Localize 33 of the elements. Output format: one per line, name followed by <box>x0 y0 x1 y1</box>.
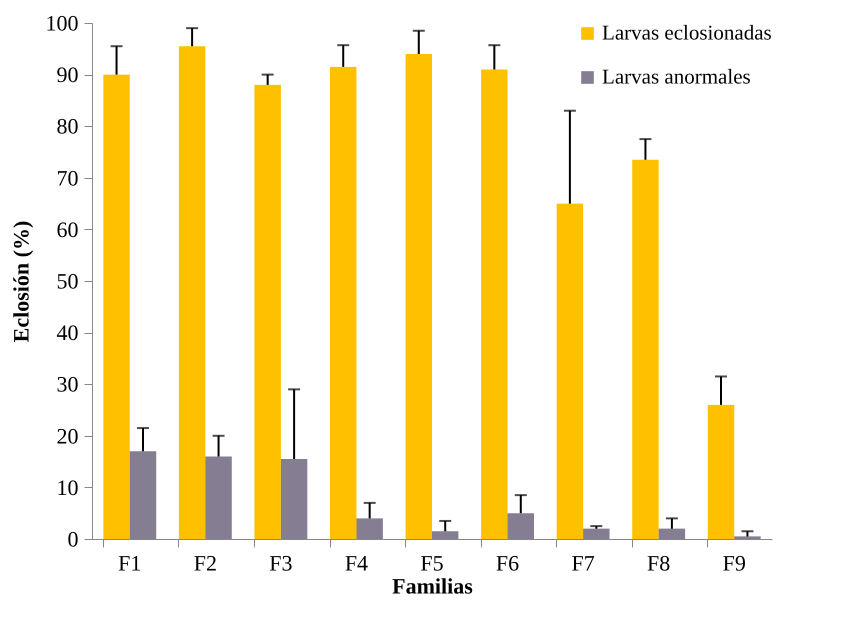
x-tick-label: F5 <box>420 550 444 576</box>
x-tick-label: F3 <box>269 550 293 576</box>
bar <box>103 74 130 539</box>
bar <box>632 160 659 539</box>
bar <box>406 54 432 539</box>
x-tick-label: F1 <box>118 550 142 576</box>
y-tick-label: 100 <box>46 10 78 36</box>
bar <box>178 46 206 539</box>
x-tick-label: F6 <box>496 550 520 576</box>
legend-label: Larvas eclosionadas <box>602 20 772 44</box>
y-tick-label: 70 <box>56 165 78 190</box>
legend-label: Larvas anormales <box>602 64 751 88</box>
y-tick-label: 50 <box>56 268 78 294</box>
bar <box>330 66 356 539</box>
y-tick-label: 20 <box>56 423 78 448</box>
x-tick-label: F8 <box>647 550 670 576</box>
bar <box>708 404 734 539</box>
x-tick-label: F2 <box>194 550 217 576</box>
y-tick-label: 40 <box>56 320 78 346</box>
y-tick-label: 90 <box>56 62 78 88</box>
bar <box>481 69 508 539</box>
x-tick-label: F4 <box>344 550 368 576</box>
y-tick-label: 10 <box>56 474 78 500</box>
y-tick-label: 80 <box>56 114 78 139</box>
y-tick-label: 60 <box>56 216 78 242</box>
x-axis-title: Familias <box>392 574 474 598</box>
bar <box>556 204 584 539</box>
bar <box>254 84 281 539</box>
y-axis-title: Eclosión (%) <box>8 220 34 342</box>
y-tick-label: 0 <box>68 526 78 552</box>
x-tick-label: F9 <box>722 550 746 576</box>
y-tick-label: 30 <box>56 372 78 397</box>
x-tick-label: F7 <box>571 550 595 576</box>
